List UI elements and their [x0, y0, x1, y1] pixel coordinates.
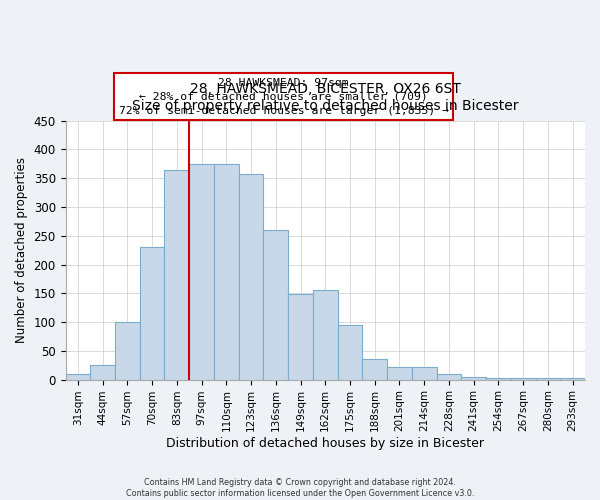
Bar: [560, 378, 585, 380]
Title: 28, HAWKSMEAD, BICESTER, OX26 6ST
Size of property relative to detached houses i: 28, HAWKSMEAD, BICESTER, OX26 6ST Size o…: [132, 82, 518, 112]
Text: Contains HM Land Registry data © Crown copyright and database right 2024.
Contai: Contains HM Land Registry data © Crown c…: [126, 478, 474, 498]
Bar: [65, 374, 90, 380]
Bar: [511, 378, 536, 380]
Bar: [412, 367, 437, 380]
Bar: [214, 164, 239, 380]
Bar: [288, 294, 313, 380]
Bar: [239, 174, 263, 380]
Bar: [536, 378, 560, 380]
X-axis label: Distribution of detached houses by size in Bicester: Distribution of detached houses by size …: [166, 437, 484, 450]
Y-axis label: Number of detached properties: Number of detached properties: [15, 157, 28, 343]
Bar: [338, 325, 362, 380]
Bar: [263, 230, 288, 380]
Bar: [90, 365, 115, 380]
Bar: [362, 360, 387, 380]
Bar: [437, 374, 461, 380]
Bar: [387, 367, 412, 380]
Text: 28 HAWKSMEAD: 97sqm
← 28% of detached houses are smaller (709)
72% of semi-detac: 28 HAWKSMEAD: 97sqm ← 28% of detached ho…: [119, 78, 449, 116]
Bar: [189, 164, 214, 380]
Bar: [461, 376, 486, 380]
Bar: [115, 322, 140, 380]
Bar: [140, 248, 164, 380]
Bar: [486, 378, 511, 380]
Bar: [313, 290, 338, 380]
Bar: [164, 170, 189, 380]
